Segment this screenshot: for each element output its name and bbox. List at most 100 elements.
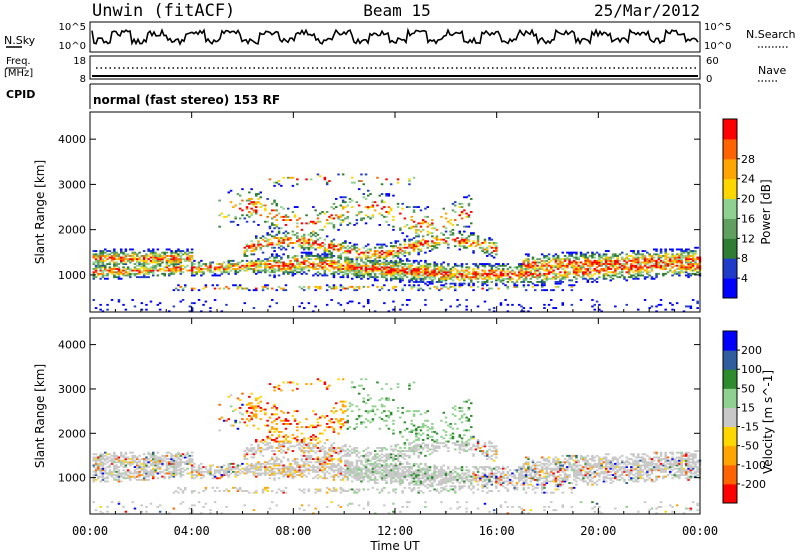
power-cell xyxy=(271,209,274,212)
power-cell xyxy=(222,271,226,274)
power-cell xyxy=(584,269,587,272)
power-cell xyxy=(685,256,688,259)
power-cell xyxy=(419,230,423,233)
power-cell xyxy=(566,251,569,254)
power-cell xyxy=(140,266,144,269)
power-cell xyxy=(451,233,455,236)
power-cell xyxy=(136,261,139,264)
power-cell xyxy=(387,271,391,274)
power-cell xyxy=(431,245,434,248)
velocity-cell xyxy=(275,504,278,507)
power-cell xyxy=(417,206,420,208)
power-cell xyxy=(588,255,592,257)
power-cell xyxy=(481,269,484,272)
velocity-cell xyxy=(275,413,278,416)
power-cell xyxy=(438,242,441,244)
power-cell xyxy=(669,256,672,259)
velocity-cell xyxy=(273,403,276,406)
power-cell xyxy=(218,269,221,272)
power-cell xyxy=(337,264,340,267)
power-cell xyxy=(442,276,445,279)
velocity-cell xyxy=(255,467,258,470)
power-cell xyxy=(227,259,230,262)
power-cell xyxy=(543,303,546,306)
power-cell xyxy=(168,255,171,257)
power-cell xyxy=(664,251,667,254)
power-cell xyxy=(234,269,237,272)
power-cell xyxy=(419,277,423,280)
power-cell xyxy=(387,268,391,270)
power-cell xyxy=(115,253,118,256)
power-cell xyxy=(209,271,212,274)
power-cell xyxy=(357,276,361,279)
power-cell xyxy=(341,214,345,217)
velocity-cell xyxy=(218,472,221,475)
power-cell xyxy=(687,268,690,270)
velocity-cell xyxy=(124,464,128,467)
power-cell xyxy=(559,281,562,283)
power-cell xyxy=(305,253,308,256)
power-cell xyxy=(234,217,237,220)
power-cell xyxy=(497,279,500,282)
velocity-cell xyxy=(307,467,311,470)
power-cell xyxy=(197,268,201,270)
power-cell xyxy=(255,237,258,239)
power-cell xyxy=(454,276,457,279)
power-cell xyxy=(646,271,649,274)
power-cell xyxy=(474,277,478,280)
power-cell xyxy=(531,256,535,259)
power-cell xyxy=(415,235,418,238)
power-cell xyxy=(161,251,164,254)
velocity-cell xyxy=(298,421,301,424)
velocity-cell xyxy=(277,434,281,437)
power-cell xyxy=(271,259,274,262)
power-cell xyxy=(650,258,654,261)
power-cell xyxy=(282,242,285,244)
power-cell xyxy=(133,263,137,265)
power-cell xyxy=(383,215,386,218)
velocity-cell xyxy=(316,447,320,449)
power-cell xyxy=(460,264,464,267)
power-cell xyxy=(190,266,194,269)
power-cell xyxy=(474,264,478,267)
power-cell xyxy=(147,269,150,272)
power-cell xyxy=(568,272,571,275)
power-cell xyxy=(225,285,228,288)
velocity-cell xyxy=(291,466,295,468)
power-cell xyxy=(371,263,375,265)
velocity-cell xyxy=(264,488,267,491)
velocity-cell xyxy=(309,458,313,460)
velocity-cell xyxy=(145,474,148,476)
power-cell xyxy=(623,268,626,270)
power-cell xyxy=(216,284,219,287)
power-cell xyxy=(353,268,356,270)
power-cell xyxy=(360,272,363,275)
power-cell xyxy=(547,258,551,261)
velocity-cell xyxy=(319,475,322,478)
power-cell xyxy=(643,255,647,257)
power-cell xyxy=(405,276,409,279)
power-cell xyxy=(572,268,576,270)
power-cell xyxy=(623,266,626,269)
velocity-cell xyxy=(129,475,132,478)
power-cell xyxy=(92,277,95,280)
power-cell xyxy=(248,246,251,249)
power-cell xyxy=(431,222,434,225)
velocity-cell xyxy=(248,448,251,451)
velocity-cell xyxy=(300,458,304,460)
power-cell xyxy=(417,284,420,287)
power-cell xyxy=(373,276,377,279)
power-cell xyxy=(250,250,253,252)
power-cell xyxy=(120,272,123,275)
power-cell xyxy=(428,281,432,283)
power-cell xyxy=(547,261,551,264)
power-cell xyxy=(655,250,658,252)
velocity-cell xyxy=(257,472,260,475)
velocity-cell xyxy=(325,458,329,460)
power-cell xyxy=(655,261,658,264)
velocity-cell xyxy=(190,466,194,468)
power-cell xyxy=(378,212,381,215)
velocity-cell xyxy=(273,431,276,433)
power-cell xyxy=(543,256,546,259)
power-cell xyxy=(543,255,546,257)
